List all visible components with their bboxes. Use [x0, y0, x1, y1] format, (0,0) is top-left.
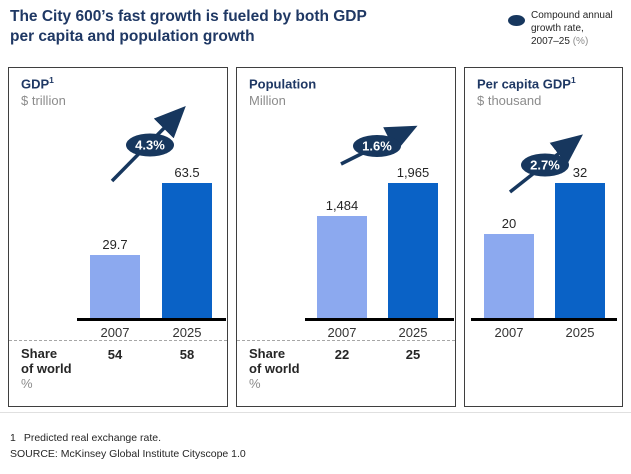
- bar-rect: [555, 183, 605, 318]
- gdp-panel-unit: $ trillion: [21, 93, 66, 108]
- share-label-line1: Share: [249, 346, 286, 361]
- bar-value-label: 29.7: [102, 237, 128, 252]
- cagr-legend-label: Compound annual growth rate, 2007–25 (%): [531, 9, 613, 48]
- bar-rect: [317, 216, 367, 318]
- legend-unit: (%): [572, 36, 589, 47]
- population-panel: Population Million 1.6% 1,484 1,965 2007…: [236, 67, 456, 407]
- per-capita-gdp-panel-unit: $ thousand: [477, 93, 542, 108]
- share-label-unit: %: [249, 376, 261, 391]
- x-axis-line: [305, 318, 454, 321]
- x-tick-2025: 2025: [172, 325, 202, 340]
- bar-rect: [484, 234, 534, 318]
- share-divider: [237, 340, 455, 341]
- footnote: 1 Predicted real exchange rate.: [10, 432, 161, 444]
- share-label-line2: of world: [21, 361, 72, 376]
- share-value-2007: 54: [107, 347, 123, 362]
- x-axis-line: [471, 318, 617, 321]
- page-title: The City 600’s fast growth is fueled by …: [10, 8, 367, 45]
- share-of-world-label: Share of world %: [21, 346, 72, 391]
- share-value-2025: 58: [179, 347, 195, 362]
- x-tick-2025: 2025: [565, 325, 595, 340]
- footnote-number: 1: [10, 432, 16, 444]
- legend-line3: 2007–25 (%): [531, 36, 589, 47]
- per-capita-gdp-panel-title: Per capita GDP1: [477, 75, 576, 92]
- legend-line1: Compound annual: [531, 10, 613, 21]
- gdp-bar-2025: 63.5: [162, 165, 212, 318]
- bar-value-label: 32: [572, 165, 588, 180]
- share-of-world-label: Share of world %: [249, 346, 300, 391]
- share-value-2007: 22: [334, 347, 350, 362]
- cagr-badge: [126, 133, 174, 157]
- per-capita-bar-2007: 20: [484, 216, 534, 318]
- gdp-panel: GDP1 $ trillion 4.3% 29.7 63.5 2007 2025…: [8, 67, 228, 407]
- bar-rect: [90, 255, 140, 318]
- population-bar-2025: 1,965: [388, 165, 438, 318]
- source-line: SOURCE: McKinsey Global Institute Citysc…: [10, 448, 246, 460]
- per-capita-bar-2025: 32: [555, 165, 605, 318]
- share-label-line2: of world: [249, 361, 300, 376]
- x-tick-2007: 2007: [494, 325, 524, 340]
- bar-rect: [162, 183, 212, 318]
- cagr-badge: [353, 135, 401, 157]
- x-axis-line: [77, 318, 226, 321]
- gdp-panel-title: GDP1: [21, 75, 54, 92]
- footer-divider: [0, 412, 631, 413]
- footnote-marker: 1: [49, 75, 54, 85]
- x-tick-2007: 2007: [100, 325, 130, 340]
- footnote-text: Predicted real exchange rate.: [23, 432, 162, 444]
- share-divider: [9, 340, 227, 341]
- cagr-ellipse-icon: [508, 15, 525, 26]
- bar-value-label: 1,965: [396, 165, 430, 180]
- share-label-line1: Share: [21, 346, 58, 361]
- share-label-unit: %: [21, 376, 33, 391]
- population-panel-title: Population: [249, 76, 317, 92]
- bar-value-label: 20: [501, 216, 517, 231]
- bar-rect: [388, 183, 438, 318]
- legend-line2: growth rate,: [531, 23, 584, 34]
- footnote-marker: 1: [570, 75, 576, 85]
- gdp-cagr-value: 4.3%: [135, 138, 165, 153]
- bar-value-label: 1,484: [325, 198, 359, 213]
- growth-arrow: [340, 125, 418, 166]
- population-panel-unit: Million: [249, 93, 286, 108]
- share-value-2025: 25: [405, 347, 421, 362]
- population-cagr-value: 1.6%: [362, 139, 392, 154]
- bar-value-label: 63.5: [174, 165, 200, 180]
- gdp-bar-2007: 29.7: [90, 237, 140, 318]
- population-bar-2007: 1,484: [317, 198, 367, 318]
- per-capita-gdp-panel: Per capita GDP1 $ thousand 2.7% 20 32 20…: [464, 67, 623, 407]
- x-tick-2007: 2007: [327, 325, 357, 340]
- x-tick-2025: 2025: [398, 325, 428, 340]
